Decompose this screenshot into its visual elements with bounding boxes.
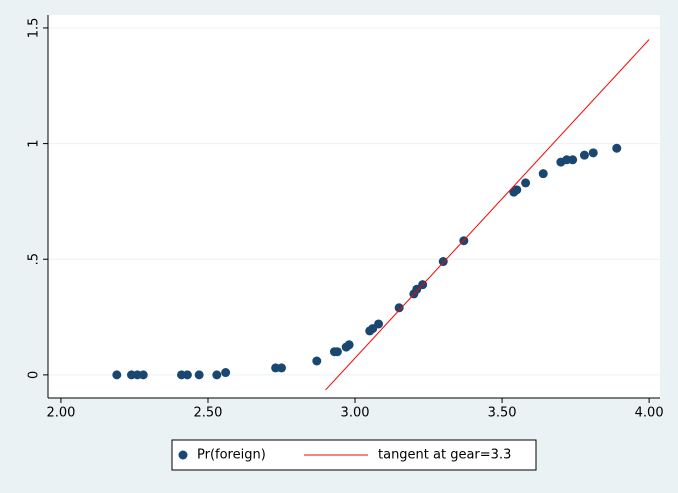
legend-label: Pr(foreign): [197, 448, 266, 463]
point: [112, 370, 122, 380]
x-tick-label: 3.00: [341, 406, 370, 421]
point: [374, 319, 384, 329]
x-tick-label: 4.00: [635, 406, 664, 421]
plot-area: [48, 15, 660, 398]
y-tick-label: .5: [27, 253, 42, 265]
x-tick-label: 3.50: [488, 406, 517, 421]
x-tick-label: 2.50: [194, 406, 223, 421]
point: [344, 340, 354, 350]
y-tick-label: 1.5: [27, 18, 42, 39]
point: [194, 370, 204, 380]
legend-label: tangent at gear=3.3: [378, 448, 511, 463]
y-tick-label: 0: [27, 371, 42, 379]
x-tick-label: 2.00: [46, 406, 75, 421]
legend-marker: [178, 450, 188, 460]
point: [138, 370, 148, 380]
point: [521, 178, 531, 188]
point: [579, 150, 589, 160]
point: [612, 143, 622, 153]
point: [277, 363, 287, 373]
point: [212, 370, 222, 380]
point: [332, 347, 342, 357]
point: [568, 155, 578, 165]
point: [512, 185, 522, 195]
point: [182, 370, 192, 380]
y-tick-label: 1: [27, 139, 42, 147]
point: [438, 257, 448, 267]
point: [312, 356, 322, 366]
point: [588, 148, 598, 158]
point: [394, 303, 404, 313]
point: [221, 368, 231, 378]
line: [325, 39, 650, 391]
point: [538, 169, 548, 179]
